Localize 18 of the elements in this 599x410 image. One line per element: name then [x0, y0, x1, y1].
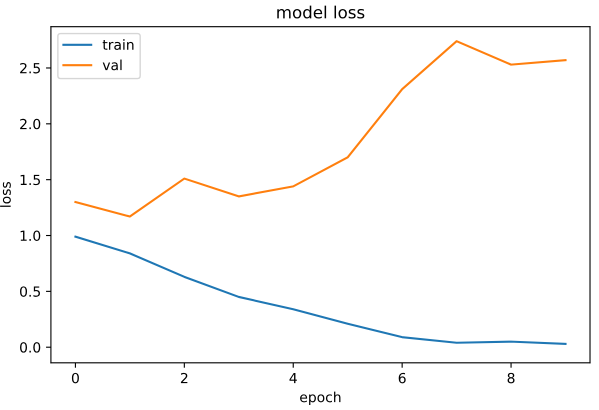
legend-label: train [102, 39, 134, 50]
legend-label: val [102, 60, 122, 70]
x-tick-label: 4 [290, 373, 297, 384]
x-tick-label: 8 [508, 372, 515, 384]
y-tick-label: 1.0 [20, 230, 40, 241]
y-axis-title: loss [0, 182, 11, 207]
y-tick-label: 1.5 [20, 174, 40, 186]
y-tick-label: 2.0 [20, 118, 40, 130]
x-tick-label: 6 [398, 372, 406, 384]
line-series [74, 236, 567, 345]
y-tick-label: 2.5 [20, 62, 40, 74]
x-tick-label: 0 [72, 372, 79, 384]
chart-title: model loss [277, 6, 364, 19]
y-tick-label: 0.0 [20, 342, 40, 353]
x-tick-label: 2 [180, 372, 188, 384]
line-series [74, 40, 567, 218]
x-axis-title: epoch [300, 392, 340, 406]
y-tick-label: 0.5 [20, 286, 40, 297]
